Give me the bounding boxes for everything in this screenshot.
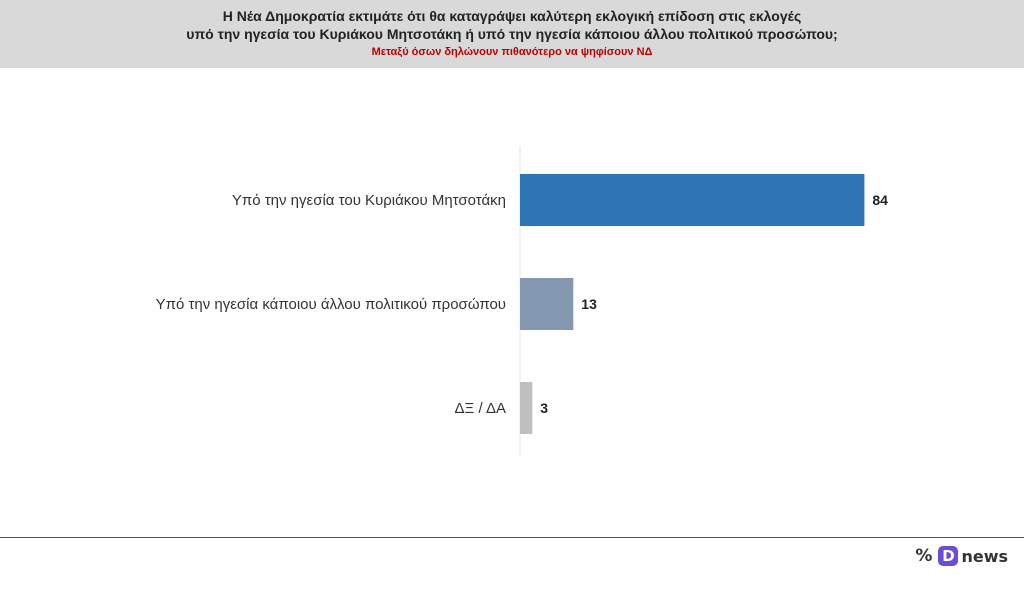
value-label-3: 3 [540,400,548,416]
dnews-badge-icon: D [938,546,959,566]
value-label-1: 84 [872,192,888,208]
bar-2 [520,278,574,330]
category-label-2: Υπό την ηγεσία κάποιου άλλου πολιτικού π… [156,296,506,313]
footer-divider [0,537,1024,538]
chart-subtitle: Μεταξύ όσων δηλώνουν πιθανότερο να ψηφίσ… [371,46,653,58]
category-label-3: ΔΞ / ΔΑ [455,400,506,417]
value-label-2: 13 [581,296,597,312]
category-label-1: Υπό την ηγεσία του Κυριάκου Μητσοτάκη [232,192,506,209]
brand-name: news [961,546,1008,566]
chart-title: Η Νέα Δημοκρατία εκτιμάτε ότι θα καταγρά… [82,7,942,43]
percent-icon: % [915,546,933,566]
bar-1 [520,174,865,226]
chart-title-line1: Η Νέα Δημοκρατία εκτιμάτε ότι θα καταγρά… [222,8,802,24]
bar-3 [520,382,533,434]
dnews-logo: % D news [915,545,1008,567]
chart-title-line2: υπό την ηγεσία του Κυριάκου Μητσοτάκη ή … [186,26,838,42]
chart-header: Η Νέα Δημοκρατία εκτιμάτε ότι θα καταγρά… [0,0,1024,68]
bar-chart: Υπό την ηγεσία του Κυριάκου Μητσοτάκη 84 Υ… [156,146,888,456]
